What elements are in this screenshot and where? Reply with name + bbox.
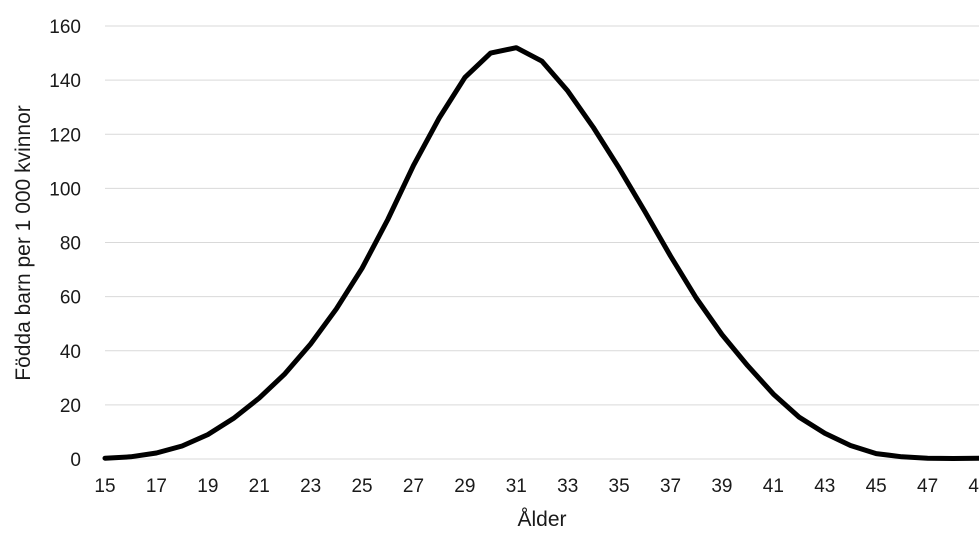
y-tick-label: 20: [60, 396, 81, 417]
x-tick-label: 23: [300, 476, 321, 497]
x-tick-label: 31: [506, 476, 527, 497]
x-tick-label: 17: [146, 476, 167, 497]
y-axis-title: Födda barn per 1 000 kvinnor: [12, 105, 35, 381]
x-tick-label: 19: [197, 476, 218, 497]
series-layer: [102, 45, 979, 461]
x-tick-label: 37: [660, 476, 681, 497]
y-tick-label: 100: [49, 179, 81, 200]
x-tick-label: 47: [917, 476, 938, 497]
x-tick-label: 45: [866, 476, 887, 497]
x-tick-label: 43: [814, 476, 835, 497]
y-tick-label: 40: [60, 342, 81, 363]
y-tick-label: 140: [49, 71, 81, 92]
y-tick-label: 80: [60, 234, 81, 255]
x-axis-ticks: 15 17 19 21 23 25 27 29 31 33 35 37 39 41 43 45 47 49: [94, 476, 979, 497]
x-tick-label: 27: [403, 476, 424, 497]
x-tick-label: 25: [351, 476, 372, 497]
x-tick-label: 33: [557, 476, 578, 497]
x-tick-label: 21: [249, 476, 270, 497]
x-axis-title: Ålder: [517, 508, 566, 531]
y-tick-label: 160: [49, 17, 81, 38]
x-tick-label: 29: [454, 476, 475, 497]
y-tick-label: 120: [49, 125, 81, 146]
y-axis-ticks: 0 20 40 60 80 100 120 140 160: [49, 17, 81, 471]
x-tick-label: 49: [968, 476, 979, 497]
series-line-0: [102, 45, 979, 461]
x-tick-label: 35: [609, 476, 630, 497]
x-tick-label: 41: [763, 476, 784, 497]
gridlines: [105, 25, 979, 460]
x-tick-label: 15: [94, 476, 115, 497]
x-tick-label: 39: [711, 476, 732, 497]
y-tick-label: 60: [60, 288, 81, 309]
y-tick-label: 0: [70, 450, 81, 471]
